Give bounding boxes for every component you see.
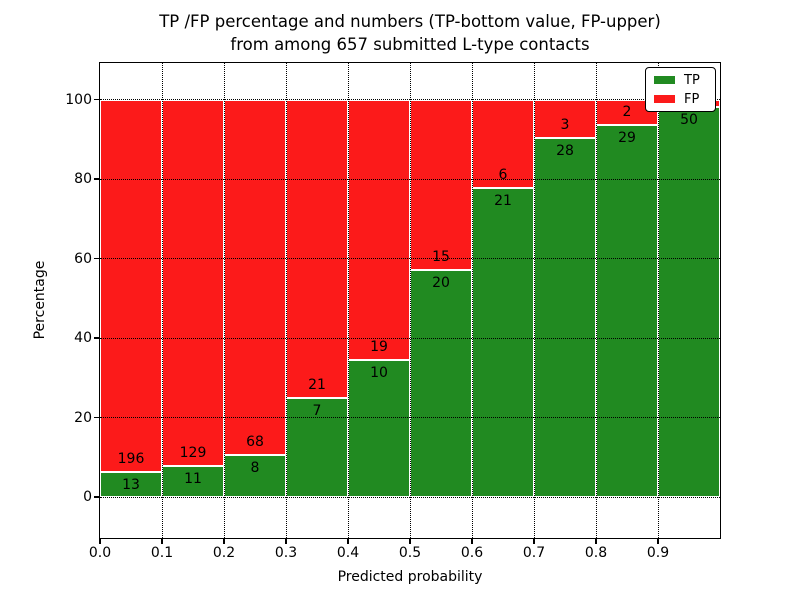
y-tick-label: 0 bbox=[83, 489, 92, 506]
bar-tp-segment bbox=[410, 269, 472, 498]
y-tick-mark bbox=[94, 496, 100, 498]
bar-tp-segment bbox=[472, 187, 534, 498]
bar-fp-segment bbox=[534, 99, 596, 139]
y-tick-label: 40 bbox=[74, 330, 92, 347]
bar-tp-segment bbox=[596, 125, 658, 498]
legend-label: FP bbox=[684, 91, 700, 107]
legend-item-fp: FP bbox=[654, 93, 707, 106]
legend-label: TP bbox=[684, 72, 700, 88]
bar-fp-segment bbox=[162, 99, 224, 466]
tp-count-label: 28 bbox=[556, 143, 574, 160]
x-gridline bbox=[223, 63, 225, 538]
chart-title-line1: TP /FP percentage and numbers (TP-bottom… bbox=[159, 12, 661, 31]
y-axis-label: Percentage bbox=[32, 260, 48, 340]
y-tick-mark bbox=[94, 98, 100, 101]
x-gridline bbox=[285, 63, 287, 538]
x-tick-mark bbox=[595, 538, 597, 544]
x-gridline bbox=[347, 63, 349, 538]
bar-fp-segment bbox=[348, 99, 410, 360]
bar-tp-segment bbox=[658, 107, 720, 498]
bar-tp-segment bbox=[348, 360, 410, 498]
x-tick-label: 0.8 bbox=[584, 545, 608, 561]
fp-count-label: 68 bbox=[246, 434, 264, 451]
x-tick-mark bbox=[409, 538, 411, 544]
x-gridline bbox=[595, 63, 597, 538]
tp-count-label: 7 bbox=[312, 402, 322, 419]
legend: TP FP bbox=[645, 67, 716, 112]
y-tick-label: 80 bbox=[74, 171, 92, 188]
x-tick-label: 0.0 bbox=[88, 545, 112, 561]
fp-count-label: 21 bbox=[308, 376, 326, 393]
x-tick-label: 0.1 bbox=[150, 545, 174, 561]
fp-count-label: 3 bbox=[560, 117, 570, 134]
x-tick-label: 0.7 bbox=[522, 545, 546, 561]
bar-tp-segment bbox=[534, 138, 596, 498]
x-gridline bbox=[657, 63, 659, 538]
y-tick-label: 100 bbox=[65, 91, 92, 108]
x-tick-label: 0.3 bbox=[274, 545, 298, 561]
x-tick-label: 0.4 bbox=[336, 545, 360, 561]
x-tick-mark bbox=[99, 538, 101, 544]
x-tick-label: 0.6 bbox=[460, 545, 484, 561]
fp-count-label: 2 bbox=[622, 104, 632, 121]
chart-title-line2: from among 657 submitted L-type contacts bbox=[230, 34, 590, 54]
x-tick-mark bbox=[347, 538, 349, 544]
tp-count-label: 50 bbox=[680, 112, 698, 129]
tp-count-label: 13 bbox=[122, 477, 140, 494]
x-tick-mark bbox=[533, 538, 535, 544]
legend-swatch-fp bbox=[654, 95, 675, 103]
fp-count-label: 15 bbox=[432, 248, 450, 265]
chart-title: TP /FP percentage and numbers (TP-bottom… bbox=[100, 11, 720, 56]
x-tick-mark bbox=[657, 538, 659, 544]
tp-count-label: 21 bbox=[494, 192, 512, 209]
fp-count-label: 129 bbox=[179, 444, 207, 461]
x-tick-label: 0.2 bbox=[212, 545, 236, 561]
tp-count-label: 8 bbox=[250, 460, 260, 477]
legend-item-tp: TP bbox=[654, 74, 707, 87]
bar-tp-segment bbox=[286, 397, 348, 498]
x-tick-mark bbox=[285, 538, 287, 544]
y-tick-mark bbox=[94, 257, 100, 260]
x-gridline bbox=[533, 63, 535, 538]
fp-count-label: 196 bbox=[117, 451, 145, 468]
bar-fp-segment bbox=[286, 99, 348, 398]
bar-fp-segment bbox=[410, 99, 472, 270]
x-tick-label: 0.9 bbox=[646, 545, 670, 561]
tp-count-label: 10 bbox=[370, 365, 388, 381]
fp-count-label: 6 bbox=[498, 166, 508, 183]
x-gridline bbox=[161, 63, 163, 538]
y-tick-label: 20 bbox=[74, 409, 92, 426]
y-tick-mark bbox=[94, 416, 100, 419]
bar-fp-segment bbox=[224, 99, 286, 456]
tp-count-label: 11 bbox=[184, 470, 202, 487]
x-gridline bbox=[471, 63, 473, 538]
bar-tp-segment bbox=[162, 465, 224, 498]
legend-swatch-tp bbox=[654, 76, 675, 84]
fp-count-label: 19 bbox=[370, 339, 388, 355]
x-tick-label: 0.5 bbox=[398, 545, 422, 561]
y-tick-mark bbox=[94, 337, 100, 339]
y-tick-mark bbox=[94, 178, 100, 180]
x-tick-mark bbox=[471, 538, 473, 544]
y-tick-label: 60 bbox=[74, 250, 92, 267]
tp-count-label: 20 bbox=[432, 274, 450, 291]
tp-count-label: 29 bbox=[618, 130, 636, 147]
x-axis-label: Predicted probability bbox=[337, 569, 483, 585]
bar-fp-segment bbox=[472, 99, 534, 188]
x-tick-mark bbox=[223, 538, 225, 544]
x-tick-mark bbox=[161, 538, 163, 544]
x-gridline bbox=[409, 63, 411, 538]
